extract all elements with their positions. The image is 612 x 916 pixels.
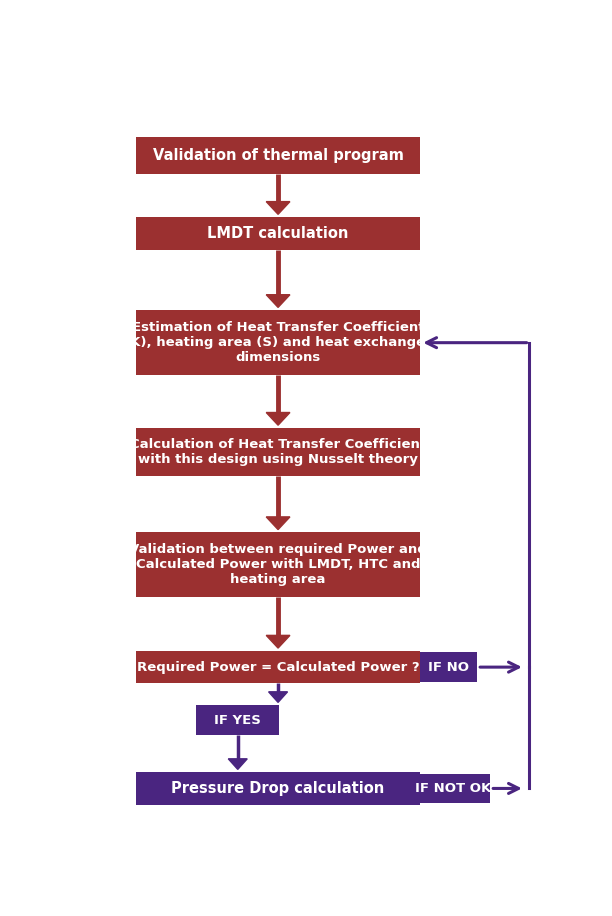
FancyBboxPatch shape bbox=[136, 428, 420, 476]
Polygon shape bbox=[266, 412, 290, 425]
Text: Pressure Drop calculation: Pressure Drop calculation bbox=[171, 781, 385, 796]
Polygon shape bbox=[266, 202, 290, 214]
FancyBboxPatch shape bbox=[196, 705, 279, 735]
FancyBboxPatch shape bbox=[136, 217, 420, 249]
Text: IF NOT OK: IF NOT OK bbox=[416, 782, 491, 795]
FancyBboxPatch shape bbox=[136, 311, 420, 376]
Text: IF YES: IF YES bbox=[214, 714, 261, 726]
Polygon shape bbox=[228, 758, 247, 769]
Polygon shape bbox=[269, 692, 288, 703]
Polygon shape bbox=[266, 295, 290, 308]
Text: LMDT calculation: LMDT calculation bbox=[207, 226, 349, 241]
Text: Validation between required Power and
Calculated Power with LMDT, HTC and
heatin: Validation between required Power and Ca… bbox=[129, 543, 427, 586]
FancyBboxPatch shape bbox=[420, 652, 477, 682]
Text: Required Power = Calculated Power ?: Required Power = Calculated Power ? bbox=[136, 660, 419, 673]
Polygon shape bbox=[266, 517, 290, 529]
FancyBboxPatch shape bbox=[417, 774, 490, 803]
Text: IF NO: IF NO bbox=[428, 660, 469, 673]
Text: Calculation of Heat Transfer Coefficient
with this design using Nusselt theory: Calculation of Heat Transfer Coefficient… bbox=[130, 438, 426, 466]
FancyBboxPatch shape bbox=[136, 772, 420, 804]
FancyBboxPatch shape bbox=[136, 137, 420, 174]
Text: Validation of thermal program: Validation of thermal program bbox=[152, 148, 403, 163]
Polygon shape bbox=[266, 636, 290, 649]
FancyBboxPatch shape bbox=[136, 651, 420, 683]
FancyBboxPatch shape bbox=[136, 532, 420, 597]
Text: Estimation of Heat Transfer Coefficient
(K), heating area (S) and heat exchanger: Estimation of Heat Transfer Coefficient … bbox=[124, 322, 432, 365]
